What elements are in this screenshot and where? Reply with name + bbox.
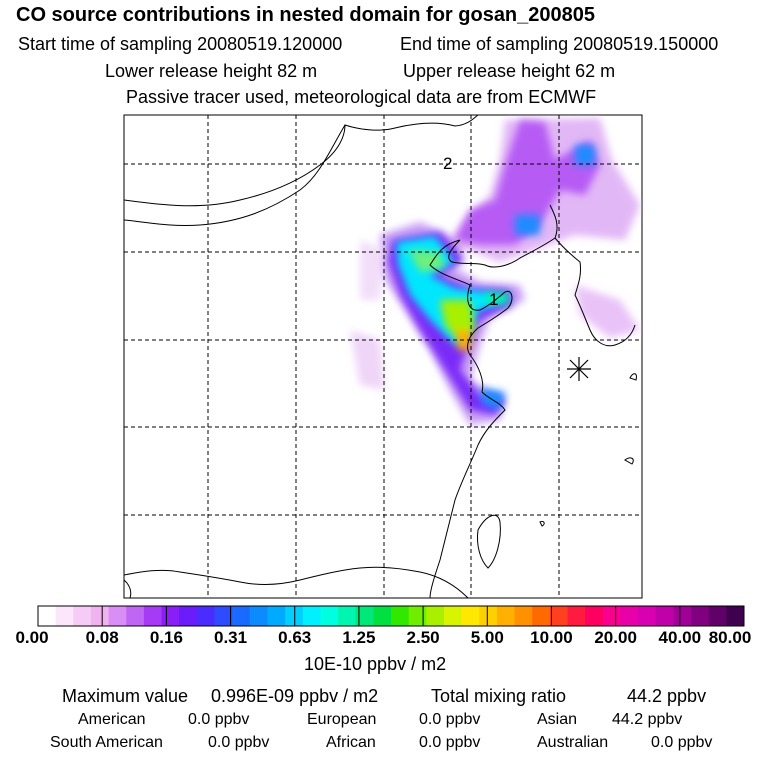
colorbar-swatch: [708, 606, 727, 626]
colorbar-swatch: [249, 606, 268, 626]
colorbar-swatch: [479, 606, 498, 626]
colorbar-swatch: [585, 606, 604, 626]
tracer-plume: [350, 118, 640, 425]
colorbar-swatch: [267, 606, 286, 626]
colorbar-swatch: [496, 606, 515, 626]
colorbar-swatch: [214, 606, 233, 626]
region-name-south-american: South American: [50, 734, 163, 751]
region-value-asian: 44.2 ppbv: [612, 711, 683, 728]
total-mixing-label: Total mixing ratio: [431, 686, 567, 706]
colorbar-tick-label: 2.50: [406, 628, 440, 647]
region-name-australian: Australian: [537, 734, 609, 751]
total-mixing-value: 44.2 ppbv: [627, 686, 707, 706]
lower-release-height: Lower release height 82 m: [105, 61, 318, 81]
colorbar-swatch: [549, 606, 568, 626]
colorbar-swatch: [673, 606, 692, 626]
colorbar-swatch: [161, 606, 180, 626]
colorbar-swatch: [55, 606, 74, 626]
colorbar-swatch: [285, 606, 304, 626]
region-value-south-american: 0.0 ppbv: [208, 734, 270, 751]
colorbar-swatch: [443, 606, 462, 626]
colorbar: [37, 605, 745, 627]
region-name-european: European: [307, 711, 377, 728]
colorbar-swatch: [73, 606, 92, 626]
max-value: 0.996E-09 ppbv / m2: [211, 686, 379, 706]
colorbar-swatch: [408, 606, 427, 626]
colorbar-swatch: [302, 606, 321, 626]
region-value-australian: 0.0 ppbv: [651, 734, 713, 751]
region-value-african: 0.0 ppbv: [419, 734, 481, 751]
colorbar-swatch: [726, 606, 745, 626]
colorbar-swatch: [143, 606, 162, 626]
colorbar-swatch: [179, 606, 198, 626]
colorbar-swatch: [373, 606, 392, 626]
colorbar-swatch: [391, 606, 410, 626]
colorbar-swatch: [567, 606, 586, 626]
region-name-american: American: [78, 711, 146, 728]
colorbar-swatch: [602, 606, 621, 626]
colorbar-swatch: [532, 606, 551, 626]
colorbar-tick-label: 0.31: [213, 628, 248, 647]
region-name-african: African: [326, 734, 376, 751]
colorbar-units: 10E-10 ppbv / m2: [304, 654, 447, 674]
start-time-label: Start time of sampling 20080519.120000: [18, 34, 343, 54]
colorbar-tick-label: 0.63: [278, 628, 312, 647]
colorbar-swatch: [514, 606, 533, 626]
asterisk-receptor-icon: [567, 357, 591, 381]
colorbar-swatch: [108, 606, 127, 626]
colorbar-tick-label: 40.00: [658, 628, 702, 647]
region-value-american: 0.0 ppbv: [188, 711, 250, 728]
colorbar-swatch: [196, 606, 215, 626]
region-value-european: 0.0 ppbv: [419, 711, 481, 728]
lat-lon-grid: [124, 115, 642, 598]
colorbar-swatch: [461, 606, 480, 626]
colorbar-tick-label: 1.25: [342, 628, 376, 647]
colorbar-swatch: [338, 606, 357, 626]
upper-release-height: Upper release height 62 m: [403, 61, 616, 81]
source-region-label-1: 1: [489, 290, 498, 309]
colorbar-tick-label: 80.00: [708, 628, 752, 647]
colorbar-swatch: [638, 606, 657, 626]
colorbar-swatch: [38, 606, 57, 626]
colorbar-tick-label: 10.00: [530, 628, 573, 647]
source-region-label-2: 2: [443, 154, 452, 173]
colorbar-swatch: [126, 606, 145, 626]
colorbar-swatch: [90, 606, 109, 626]
colorbar-swatch: [691, 606, 710, 626]
tracer-note: Passive tracer used, meteorological data…: [126, 87, 597, 107]
colorbar-swatch: [426, 606, 445, 626]
colorbar-swatch: [320, 606, 339, 626]
colorbar-swatch: [232, 606, 251, 626]
region-name-asian: Asian: [537, 711, 578, 728]
colorbar-tick-label: 0.16: [149, 628, 183, 647]
colorbar-tick-label: 0.08: [85, 628, 119, 647]
colorbar-swatch: [620, 606, 639, 626]
colorbar-tick-label: 5.00: [470, 628, 504, 647]
colorbar-swatch: [355, 606, 374, 626]
colorbar-tick-label: 0.00: [15, 628, 49, 647]
colorbar-tick-label: 20.00: [594, 628, 637, 647]
colorbar-swatch: [655, 606, 674, 626]
plot-title: CO source contributions in nested domain…: [16, 4, 596, 26]
end-time-label: End time of sampling 20080519.150000: [400, 34, 719, 54]
max-value-label: Maximum value: [62, 686, 189, 706]
